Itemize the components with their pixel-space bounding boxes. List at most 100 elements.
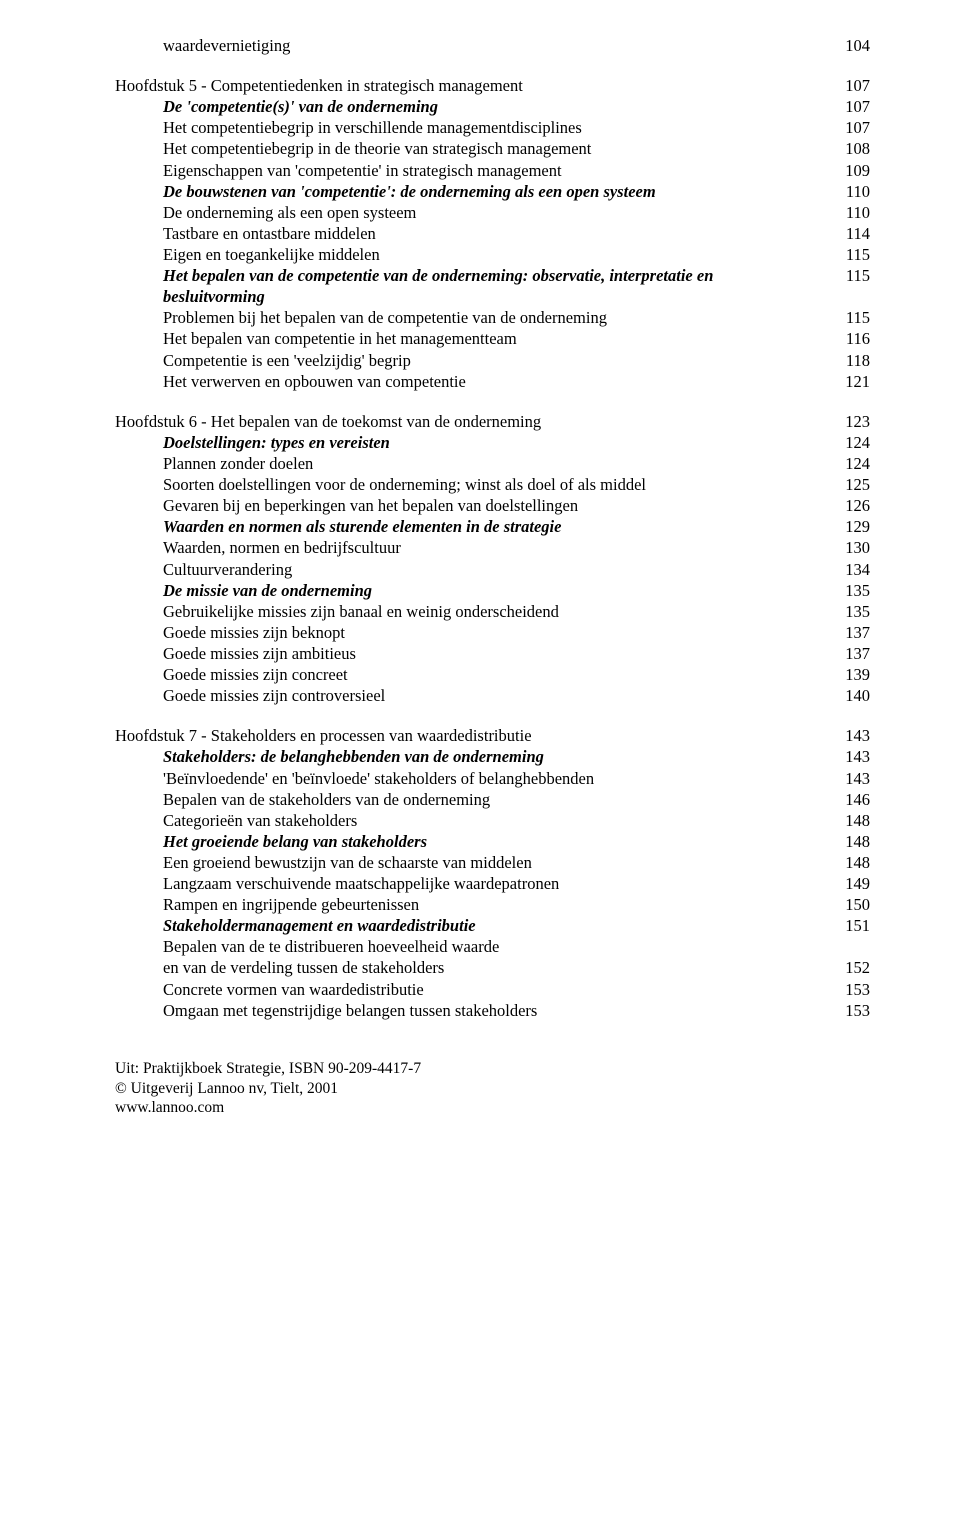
toc-entry: De onderneming als een open systeem110	[115, 202, 870, 223]
toc-entry: Het bepalen van competentie in het manag…	[115, 328, 870, 349]
toc-entry: Soorten doelstellingen voor de ondernemi…	[115, 474, 870, 495]
toc-entry-page: 118	[830, 350, 870, 371]
toc-entry-text: Het verwerven en opbouwen van competenti…	[115, 371, 830, 392]
toc-entry-text: Het groeiende belang van stakeholders	[115, 831, 830, 852]
toc-entry-text: Bepalen van de stakeholders van de onder…	[115, 789, 830, 810]
toc-entry-page: 153	[830, 1000, 870, 1021]
toc-entry-text: Goede missies zijn ambitieus	[115, 643, 830, 664]
toc-entry: Doelstellingen: types en vereisten124	[115, 432, 870, 453]
toc-entry: Bepalen van de te distribueren hoeveelhe…	[115, 936, 870, 957]
toc-entry: De bouwstenen van 'competentie': de onde…	[115, 181, 870, 202]
toc-entry: Eigen en toegankelijke middelen115	[115, 244, 870, 265]
toc-entry-text: Cultuurverandering	[115, 559, 830, 580]
toc-entry: Omgaan met tegenstrijdige belangen tusse…	[115, 1000, 870, 1021]
toc-entry: Gebruikelijke missies zijn banaal en wei…	[115, 601, 870, 622]
toc-entry-page: 109	[830, 160, 870, 181]
toc-entry-text: Goede missies zijn concreet	[115, 664, 830, 685]
toc-entry-page: 115	[830, 265, 870, 286]
toc-entry-text: Rampen en ingrijpende gebeurtenissen	[115, 894, 830, 915]
toc-entry: Hoofdstuk 6 - Het bepalen van de toekoms…	[115, 411, 870, 432]
toc-entry-text: De bouwstenen van 'competentie': de onde…	[115, 181, 830, 202]
toc-entry-page: 110	[830, 181, 870, 202]
toc-entry-text: Waarden, normen en bedrijfscultuur	[115, 537, 830, 558]
toc-entry: Bepalen van de stakeholders van de onder…	[115, 789, 870, 810]
toc-entry: Rampen en ingrijpende gebeurtenissen150	[115, 894, 870, 915]
toc-entry-page: 152	[830, 957, 870, 978]
toc-entry-text: De onderneming als een open systeem	[115, 202, 830, 223]
toc-entry-page: 150	[830, 894, 870, 915]
toc-entry: De missie van de onderneming135	[115, 580, 870, 601]
toc-entry-page: 123	[830, 411, 870, 432]
footer: Uit: Praktijkboek Strategie, ISBN 90-209…	[115, 1059, 870, 1118]
toc-entry-page: 121	[830, 371, 870, 392]
toc-entry-page: 129	[830, 516, 870, 537]
toc-entry-text: Soorten doelstellingen voor de ondernemi…	[115, 474, 830, 495]
toc-entry-text: Categorieën van stakeholders	[115, 810, 830, 831]
toc-entry-page: 107	[830, 117, 870, 138]
toc-entry: Concrete vormen van waardedistributie153	[115, 979, 870, 1000]
toc-entry: Goede missies zijn controversieel140	[115, 685, 870, 706]
toc-entry: Goede missies zijn ambitieus137	[115, 643, 870, 664]
table-of-contents: waardevernietiging104Hoofdstuk 5 - Compe…	[115, 35, 870, 1021]
toc-entry-page: 140	[830, 685, 870, 706]
toc-entry: Stakeholders: de belanghebbenden van de …	[115, 746, 870, 767]
toc-entry: Een groeiend bewustzijn van de schaarste…	[115, 852, 870, 873]
toc-entry-page: 134	[830, 559, 870, 580]
toc-entry-page: 148	[830, 831, 870, 852]
toc-entry-page: 114	[830, 223, 870, 244]
toc-entry: Cultuurverandering134	[115, 559, 870, 580]
toc-entry-page: 153	[830, 979, 870, 1000]
toc-entry-page: 126	[830, 495, 870, 516]
toc-entry-text: Goede missies zijn controversieel	[115, 685, 830, 706]
toc-entry: Hoofdstuk 5 - Competentiedenken in strat…	[115, 75, 870, 96]
toc-entry-page: 115	[830, 307, 870, 328]
toc-entry: Het competentiebegrip in de theorie van …	[115, 138, 870, 159]
toc-entry-text: Eigenschappen van 'competentie' in strat…	[115, 160, 830, 181]
toc-entry-page: 110	[830, 202, 870, 223]
toc-entry: Het groeiende belang van stakeholders148	[115, 831, 870, 852]
toc-entry: Plannen zonder doelen124	[115, 453, 870, 474]
toc-entry-text: Plannen zonder doelen	[115, 453, 830, 474]
toc-entry-text: Een groeiend bewustzijn van de schaarste…	[115, 852, 830, 873]
toc-entry: Langzaam verschuivende maatschappelijke …	[115, 873, 870, 894]
toc-entry: Problemen bij het bepalen van de compete…	[115, 307, 870, 328]
toc-entry-page: 125	[830, 474, 870, 495]
toc-entry-text: Het competentiebegrip in de theorie van …	[115, 138, 830, 159]
toc-entry-page: 139	[830, 664, 870, 685]
toc-entry-text: Problemen bij het bepalen van de compete…	[115, 307, 830, 328]
toc-entry-text: Bepalen van de te distribueren hoeveelhe…	[115, 936, 830, 957]
toc-entry-text: Stakeholdermanagement en waardedistribut…	[115, 915, 830, 936]
toc-entry-text: Hoofdstuk 7 - Stakeholders en processen …	[115, 725, 830, 746]
toc-entry-page: 137	[830, 643, 870, 664]
toc-entry: Goede missies zijn concreet139	[115, 664, 870, 685]
toc-entry-page: 130	[830, 537, 870, 558]
toc-entry-page: 107	[830, 75, 870, 96]
toc-entry-text: De 'competentie(s)' van de onderneming	[115, 96, 830, 117]
toc-entry-text: Gevaren bij en beperkingen van het bepal…	[115, 495, 830, 516]
toc-entry-page: 115	[830, 244, 870, 265]
toc-entry: Het competentiebegrip in verschillende m…	[115, 117, 870, 138]
toc-entry-text: Doelstellingen: types en vereisten	[115, 432, 830, 453]
toc-entry: Goede missies zijn beknopt137	[115, 622, 870, 643]
toc-entry-text: Langzaam verschuivende maatschappelijke …	[115, 873, 830, 894]
toc-entry: De 'competentie(s)' van de onderneming10…	[115, 96, 870, 117]
toc-entry-text: Competentie is een 'veelzijdig' begrip	[115, 350, 830, 371]
footer-url: www.lannoo.com	[115, 1098, 870, 1118]
toc-entry-text: Hoofdstuk 5 - Competentiedenken in strat…	[115, 75, 830, 96]
toc-entry: en van de verdeling tussen de stakeholde…	[115, 957, 870, 978]
toc-entry-text: waardevernietiging	[115, 35, 830, 56]
toc-entry-page: 149	[830, 873, 870, 894]
toc-entry-text: De missie van de onderneming	[115, 580, 830, 601]
toc-entry-page: 116	[830, 328, 870, 349]
toc-entry-text: 'Beïnvloedende' en 'beïnvloede' stakehol…	[115, 768, 830, 789]
toc-entry-text: Waarden en normen als sturende elementen…	[115, 516, 830, 537]
toc-entry-text: Gebruikelijke missies zijn banaal en wei…	[115, 601, 830, 622]
toc-entry-page: 151	[830, 915, 870, 936]
toc-entry-page: 146	[830, 789, 870, 810]
toc-entry-page: 143	[830, 725, 870, 746]
toc-entry: Het verwerven en opbouwen van competenti…	[115, 371, 870, 392]
toc-entry: Stakeholdermanagement en waardedistribut…	[115, 915, 870, 936]
toc-entry: 'Beïnvloedende' en 'beïnvloede' stakehol…	[115, 768, 870, 789]
toc-entry-text: Stakeholders: de belanghebbenden van de …	[115, 746, 830, 767]
toc-entry: Waarden, normen en bedrijfscultuur130	[115, 537, 870, 558]
